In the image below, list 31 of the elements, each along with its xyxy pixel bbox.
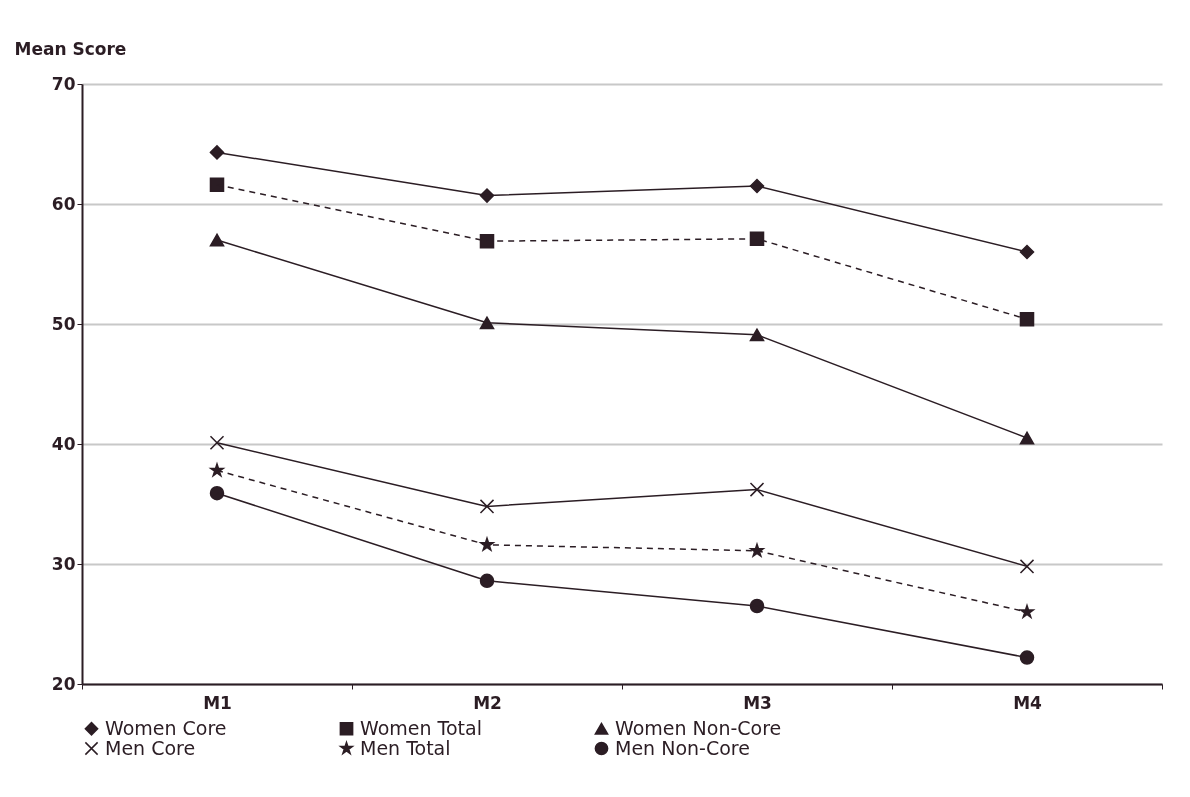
point	[1019, 311, 1035, 327]
y-axis-title: Mean Score	[14, 38, 127, 59]
point	[209, 485, 225, 501]
point	[209, 435, 225, 451]
y-tick-label: 30	[51, 553, 76, 574]
point	[210, 463, 224, 477]
point	[1019, 559, 1035, 574]
legend-label: Men Non-Core	[615, 736, 750, 759]
x-tick-label: M1	[203, 692, 232, 713]
legend-label: Women Non-Core	[615, 716, 782, 739]
point	[1020, 604, 1034, 619]
point	[480, 537, 494, 551]
y-tick-label: 20	[51, 673, 76, 694]
point	[749, 482, 765, 497]
x-tick-label: M3	[743, 692, 772, 713]
y-tick-label: 40	[51, 433, 76, 454]
x-tick-label: M2	[473, 692, 502, 713]
y-tick-label: 70	[51, 73, 76, 94]
legend-label: Men Core	[105, 736, 196, 759]
point	[1019, 650, 1035, 665]
point	[1019, 244, 1035, 260]
x-tick-label: M4	[1013, 692, 1043, 713]
legend-label: Women Core	[105, 716, 227, 739]
legend-label: Women Total	[360, 716, 482, 739]
point	[750, 543, 764, 557]
point	[479, 499, 495, 514]
y-tick-label: 60	[51, 193, 76, 214]
point	[209, 145, 225, 160]
y-tick-label: 50	[51, 313, 76, 334]
legend-label: Men Total	[360, 736, 451, 759]
point	[1019, 431, 1035, 445]
